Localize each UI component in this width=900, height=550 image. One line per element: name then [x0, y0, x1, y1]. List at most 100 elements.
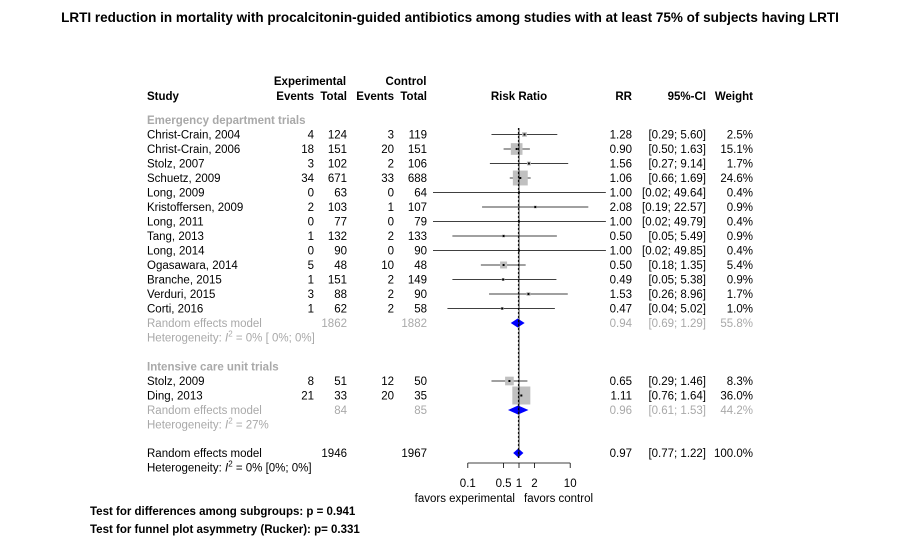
rr-value: 1.06	[610, 173, 632, 185]
ctrl-total: 106	[408, 159, 427, 171]
rr-value: 2.08	[610, 202, 632, 214]
exp-total: 33	[334, 391, 347, 403]
ctrl-total: 48	[414, 260, 427, 272]
ctrl-total: 133	[408, 231, 427, 243]
ctrl-total: 50	[414, 376, 427, 388]
point-estimate	[502, 278, 505, 281]
weight-value: 36.0%	[720, 391, 753, 403]
exp-events: 21	[301, 391, 314, 403]
exp-events: 2	[308, 202, 314, 214]
rr-value: 0.50	[610, 231, 632, 243]
ci-value: [0.05; 5.38]	[648, 275, 706, 287]
ctrl-events: 10	[381, 260, 394, 272]
pooled-weight: 100.0%	[714, 448, 753, 460]
ctrl-total: 58	[414, 304, 427, 316]
pooled-ci: [0.69; 1.29]	[648, 318, 706, 330]
exp-total: 151	[328, 144, 347, 156]
rr-value: 0.50	[610, 260, 632, 272]
subgroup-heterogeneity: Heterogeneity: I2 = 27%	[147, 417, 269, 432]
x-tick-label: 0.5	[496, 478, 512, 490]
pooled-rr: 0.97	[610, 448, 632, 460]
pooled-exp-total: 84	[334, 405, 347, 417]
ci-value: [0.02; 49.64]	[642, 188, 706, 200]
x-tick-label: 0.1	[460, 478, 476, 490]
point-estimate	[527, 293, 530, 295]
x-tick-label: 2	[531, 478, 537, 490]
ctrl-events: 2	[388, 304, 394, 316]
ctrl-events: 0	[388, 188, 394, 200]
study-label: Tang, 2013	[147, 231, 204, 243]
weight-value: 1.0%	[727, 304, 753, 316]
study-label: Christ-Crain, 2006	[147, 144, 240, 156]
subgroup-header: Intensive care unit trials	[147, 362, 279, 374]
weight-value: 8.3%	[727, 376, 753, 388]
study-label: Long, 2014	[147, 246, 205, 258]
point-estimate	[502, 235, 505, 237]
weight-value: 0.9%	[727, 275, 753, 287]
ctrl-total: 90	[414, 289, 427, 301]
exp-events: 34	[301, 173, 314, 185]
pooled-ci: [0.61; 1.53]	[648, 405, 706, 417]
exp-total: 62	[334, 304, 347, 316]
header-study: Study	[147, 91, 180, 103]
exp-events: 0	[308, 188, 314, 200]
point-estimate	[523, 133, 526, 136]
ctrl-events: 0	[388, 246, 394, 258]
exp-events: 3	[308, 289, 314, 301]
header-risk-ratio: Risk Ratio	[491, 91, 547, 103]
pooled-ctrl-total: 1967	[401, 448, 427, 460]
exp-events: 1	[308, 231, 314, 243]
study-label: Verduri, 2015	[147, 289, 215, 301]
ctrl-total: 688	[408, 173, 427, 185]
ci-value: [0.18; 1.35]	[648, 260, 706, 272]
header-rr: RR	[615, 91, 632, 103]
exp-total: 51	[334, 376, 347, 388]
header-exp-total: Total	[320, 91, 347, 103]
ctrl-events: 2	[388, 231, 394, 243]
exp-total: 102	[328, 159, 347, 171]
study-label: Long, 2009	[147, 188, 205, 200]
x-tick-label: 10	[564, 478, 577, 490]
pooled-ctrl-total: 1882	[401, 318, 427, 330]
rr-value: 0.47	[610, 304, 632, 316]
point-estimate	[519, 177, 522, 179]
weight-value: 0.9%	[727, 231, 753, 243]
pooled-ctrl-total: 85	[414, 405, 427, 417]
rr-value: 0.90	[610, 144, 632, 156]
ctrl-total: 149	[408, 275, 427, 287]
ctrl-events: 0	[388, 217, 394, 229]
test-subgroup-differences: Test for differences among subgroups: p …	[90, 506, 356, 518]
exp-events: 0	[308, 217, 314, 229]
pooled-ci: [0.77; 1.22]	[648, 448, 706, 460]
exp-total: 77	[334, 217, 347, 229]
rr-value: 0.65	[610, 376, 632, 388]
study-label: Long, 2011	[147, 217, 204, 229]
ci-value: [0.29; 1.46]	[648, 376, 706, 388]
rr-value: 1.00	[610, 188, 632, 200]
x-label-left: favors experimental	[415, 493, 515, 505]
subgroup-heterogeneity: Heterogeneity: I2 = 0% [ 0%; 0%]	[147, 330, 315, 345]
x-label-right: favors control	[524, 493, 593, 505]
pooled-diamond	[508, 405, 529, 415]
ci-value: [0.19; 22.57]	[642, 202, 706, 214]
study-label: Ding, 2013	[147, 391, 203, 403]
header-exp-events: Events	[276, 91, 314, 103]
ctrl-total: 64	[414, 188, 427, 200]
pooled-rr: 0.94	[610, 318, 633, 330]
header-weight: Weight	[715, 91, 753, 103]
overall-heterogeneity: Heterogeneity: I2 = 0% [0%; 0%]	[147, 460, 312, 475]
weight-value: 1.7%	[727, 289, 753, 301]
point-estimate	[502, 264, 505, 266]
header-ctrl-total: Total	[400, 91, 427, 103]
exp-events: 1	[308, 275, 314, 287]
ci-value: [0.05; 5.49]	[648, 231, 706, 243]
ci-value: [0.02; 49.85]	[642, 246, 706, 258]
study-label: Stolz, 2007	[147, 159, 205, 171]
exp-events: 0	[308, 246, 314, 258]
ci-value: [0.76; 1.64]	[648, 391, 706, 403]
exp-events: 5	[308, 260, 314, 272]
weight-value: 2.5%	[727, 130, 753, 142]
ctrl-events: 33	[381, 173, 394, 185]
rr-value: 1.11	[610, 391, 632, 403]
group-label-experimental: Experimental	[274, 76, 346, 88]
